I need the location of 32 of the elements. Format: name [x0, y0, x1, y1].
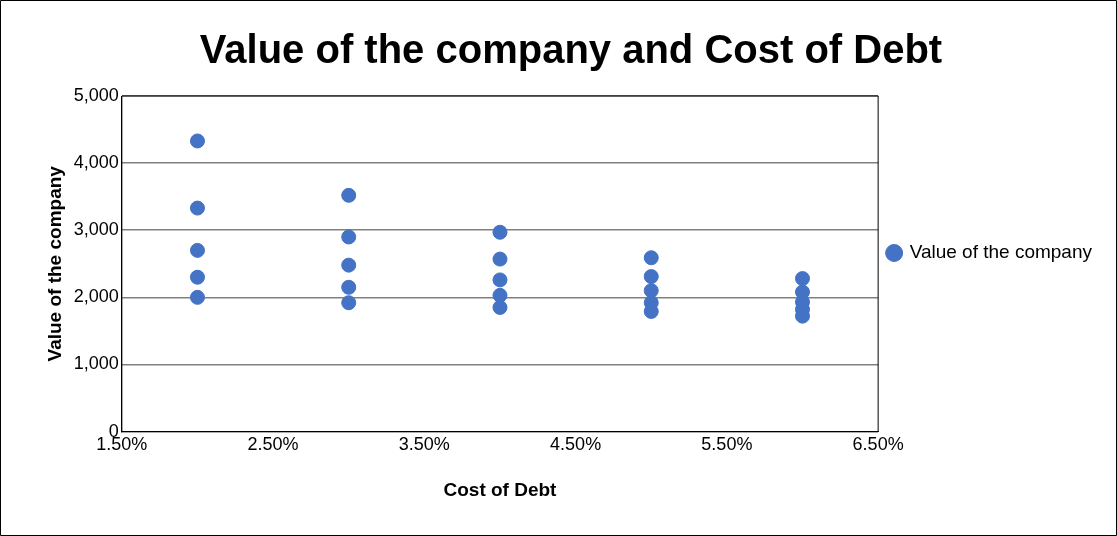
x-tick-label: 2.50%: [247, 434, 299, 455]
point: [492, 272, 508, 288]
y-tick-label: 5,000: [73, 84, 119, 105]
point: [189, 200, 205, 216]
x-tick-label: 3.50%: [398, 434, 450, 455]
point: [492, 251, 508, 267]
x-tick-label: 4.50%: [550, 434, 602, 455]
x-tick-label: 6.50%: [852, 434, 904, 455]
point: [492, 299, 508, 315]
point: [189, 269, 205, 285]
point: [795, 271, 810, 287]
x-axis-title: Cost of Debt: [443, 478, 558, 500]
point: [341, 187, 357, 203]
y-tick-label: 2,000: [73, 286, 119, 307]
point: [189, 289, 205, 305]
point: [643, 269, 659, 285]
chart-title: Value of the company and Cost of Debt: [199, 27, 943, 72]
point: [341, 229, 357, 245]
point: [643, 250, 659, 266]
point: [341, 295, 357, 311]
point: [189, 242, 205, 258]
point: [492, 287, 508, 303]
point: [341, 279, 357, 295]
legend-label: Value of the company: [909, 241, 1093, 263]
y-tick-label: 1,000: [73, 353, 119, 374]
y-axis-title: Value of the company: [43, 165, 65, 362]
y-tick-label: 3,000: [73, 219, 119, 240]
point: [341, 257, 357, 273]
point: [189, 133, 205, 149]
y-tick-label: 4,000: [73, 152, 119, 173]
x-tick-label: 5.50%: [701, 434, 753, 455]
point: [492, 224, 508, 240]
